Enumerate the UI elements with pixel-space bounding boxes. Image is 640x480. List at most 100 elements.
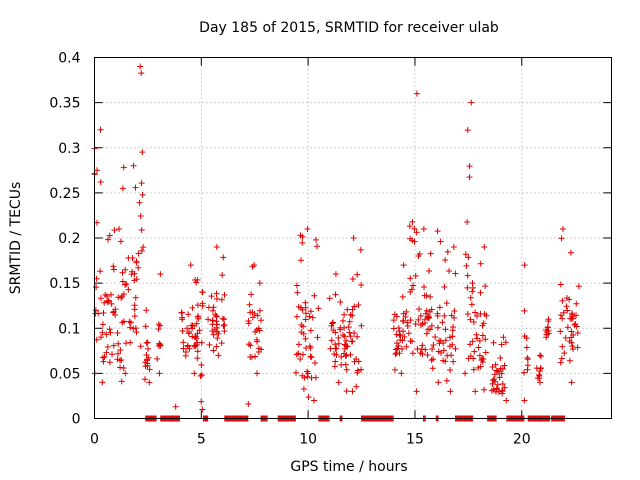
data-point [137,63,144,70]
data-point [208,293,215,300]
data-point [462,251,469,258]
data-point [256,307,263,314]
data-point [429,365,436,372]
data-point [308,374,315,381]
data-point [482,336,489,343]
data-point [186,328,193,335]
data-point [337,298,344,305]
data-point [524,356,531,363]
data-point [415,253,422,260]
data-point [144,345,151,352]
data-point [557,281,564,288]
data-point [399,346,406,353]
data-point [473,331,480,338]
data-point [295,341,302,348]
data-point [467,294,474,301]
data-point [575,283,582,290]
data-point [179,328,186,335]
data-point [97,178,104,185]
data-point [180,339,187,346]
data-point [210,347,217,354]
data-point [395,342,402,349]
data-point [425,314,432,321]
data-point [450,244,457,251]
data-point [315,305,322,312]
data-point [476,337,483,344]
chart-title: Day 185 of 2015, SRMTID for receiver ula… [199,20,499,36]
data-point [426,267,433,274]
data-point [353,383,360,390]
data-point [307,308,314,315]
data-point [449,323,456,330]
data-point [443,377,450,384]
data-point [199,289,206,296]
data-point [182,349,189,356]
data-point [521,397,528,404]
data-point [214,321,221,328]
data-point [412,272,419,279]
data-point [557,328,564,335]
data-point [501,384,508,391]
data-point [340,317,347,324]
data-point [220,322,227,329]
data-point [213,290,220,297]
data-point [349,306,356,313]
data-point [414,345,421,352]
data-point [409,350,416,357]
data-point [498,341,505,348]
data-point [335,334,342,341]
data-point [127,319,134,326]
data-point [401,333,408,340]
data-point [101,353,108,360]
data-point [299,306,306,313]
data-point [246,301,253,308]
data-point [574,344,581,351]
data-point [341,311,348,318]
data-point [491,371,498,378]
data-point [105,236,112,243]
data-point [329,320,336,327]
data-point [569,343,576,350]
data-point [210,331,217,338]
data-point [180,345,187,352]
data-point [475,344,482,351]
data-point [430,341,437,348]
data-point [354,369,361,376]
data-point [403,343,410,350]
data-point [419,342,426,349]
data-point [99,329,106,336]
data-point [99,321,106,328]
data-point [97,268,104,275]
data-point [220,254,227,261]
data-point [424,352,431,359]
data-point [338,361,345,368]
data-point [428,357,435,364]
data-point [254,312,261,319]
data-point [114,330,121,337]
data-point [302,335,309,342]
data-point [440,347,447,354]
data-point [451,308,458,315]
data-point [358,366,365,373]
data-point [561,350,568,357]
data-point [112,311,119,318]
data-point [99,379,106,386]
data-point [115,340,122,347]
data-point [298,257,305,264]
data-point [464,272,471,279]
data-point [185,311,192,318]
data-point [132,294,139,301]
data-point [122,370,129,377]
data-point [332,341,339,348]
data-point [413,229,420,236]
data-point [573,312,580,319]
data-point [120,364,127,371]
data-point [500,334,507,341]
data-point [405,330,412,337]
data-point [407,275,414,282]
data-point [256,327,263,334]
data-point [469,288,476,295]
data-point [564,324,571,331]
data-point [489,364,496,371]
data-point [347,333,354,340]
